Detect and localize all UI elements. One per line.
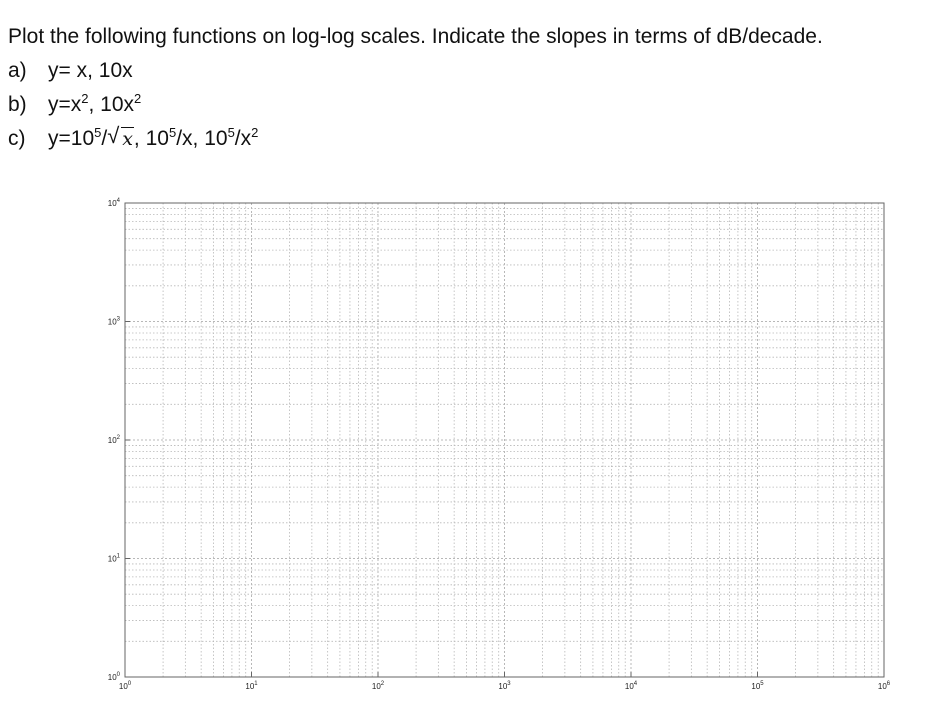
item-a-expression: y= x, 10x	[48, 59, 133, 82]
item-b-expression: y=x2, 10x2	[48, 88, 141, 122]
problem-stem: Plot the following functions on log-log …	[8, 25, 823, 48]
item-label: a)	[8, 59, 27, 82]
square-root: √ x	[107, 122, 134, 156]
item-label: b)	[8, 93, 27, 116]
exponent: 5	[168, 125, 177, 140]
exponent: 5	[94, 125, 102, 140]
expr-text: , 10	[133, 127, 169, 150]
exponent: 5	[227, 125, 235, 140]
x-tick-label: 100	[119, 681, 132, 691]
item-c-expression: y=105/√ x, 105/x, 105/x2	[48, 122, 258, 156]
expr-text: /x	[234, 127, 252, 150]
x-axis-tick-labels: 100 101 102 103 104 105 106	[119, 672, 891, 691]
x-tick-label: 101	[245, 681, 258, 691]
expr-text: /x, 10	[176, 127, 228, 150]
x-tick-label: 104	[625, 681, 638, 691]
y-tick-label: 101	[108, 554, 121, 564]
y-tick-label: 104	[108, 198, 121, 208]
x-tick-label: 102	[372, 681, 385, 691]
y-axis-tick-labels: 100 101 102 103 104	[108, 198, 130, 682]
item-a: a) y= x, 10x	[8, 54, 823, 88]
exponent: 2	[251, 125, 259, 140]
expr-text: y=10	[48, 127, 95, 150]
x-tick-label: 106	[878, 681, 891, 691]
y-tick-label: 102	[108, 435, 121, 445]
item-c: c) y=105/√ x, 105/x, 105/x2	[8, 122, 823, 156]
problem-statement: Plot the following functions on log-log …	[8, 20, 823, 156]
y-tick-label: 100	[108, 672, 121, 682]
item-label: c)	[8, 127, 26, 150]
x-tick-label: 105	[751, 681, 764, 691]
radicand: x	[121, 127, 134, 150]
expr-text: /	[101, 127, 108, 150]
y-tick-label: 103	[108, 317, 121, 327]
radical-sign-icon: √	[107, 123, 120, 148]
expr-text: , 10x	[88, 93, 135, 116]
exponent: 2	[81, 91, 89, 106]
expr-text: y=x	[48, 93, 82, 116]
item-b: b) y=x2, 10x2	[8, 88, 823, 122]
x-tick-label: 103	[498, 681, 511, 691]
exponent: 2	[134, 91, 142, 106]
